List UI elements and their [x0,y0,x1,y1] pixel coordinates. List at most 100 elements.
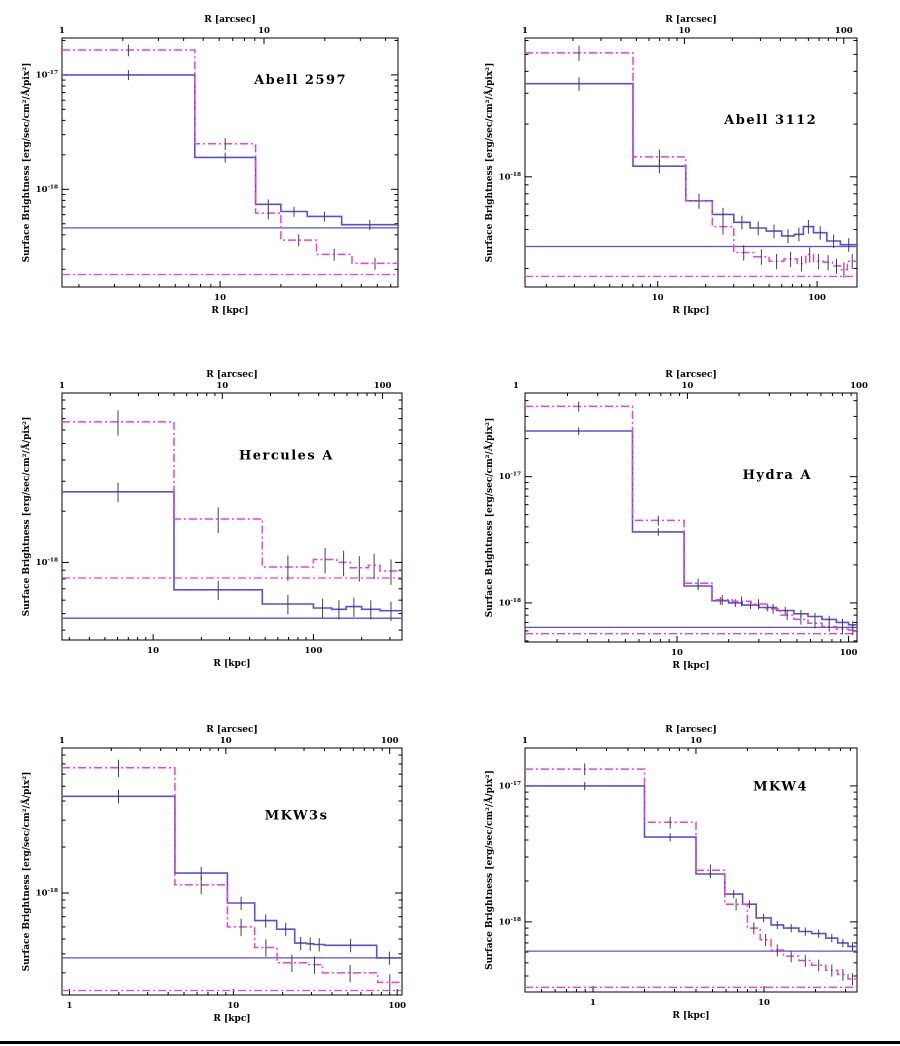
y-axis-ticks [525,400,857,642]
y-tick-label: 10-17 [499,472,521,483]
x-tick-label-arcsec: 1 [59,381,65,391]
x-tick-label-arcsec: 100 [374,381,392,391]
x-tick-label-kpc: 1 [590,998,596,1008]
x-tick-label-arcsec: 10 [678,26,690,36]
series-dashdot-magenta-profile [62,421,402,572]
y-tick-label: 10-17 [36,70,58,81]
y-axis-ticks [525,785,857,977]
x-tick-label-arcsec: 100 [835,26,853,36]
plot-frame [61,37,399,288]
x-axis-bottom-ticks [545,281,818,287]
x-axis-title-top: R [arcsec] [665,15,716,25]
x-axis-top-ticks [61,748,391,754]
x-tick-label-arcsec: 10 [690,736,702,746]
y-axis-title: Surface Brightness [erg/sec/cm²/Å/pix²] [483,63,495,263]
x-tick-label-kpc: 100 [388,1001,406,1011]
x-tick-label-kpc: 10 [214,293,226,303]
x-tick-label-arcsec: 1 [59,26,65,36]
x-tick-label-arcsec: 100 [381,736,399,746]
error-bars-blue [578,427,854,629]
x-axis-title-bottom: R [kpc] [672,661,709,671]
series-dashdot-magenta-profile [525,52,857,271]
x-axis-title-top: R [arcsec] [665,370,716,380]
axis-tick-labels: 1 10 1 10 10-17 10-18 [499,736,770,1008]
panel-title: Abell 2597 [253,73,347,88]
x-tick-label-arcsec: 1 [522,26,528,36]
error-bars-magenta [584,763,853,986]
y-axis-title: Surface Brightness [erg/sec/cm²/Å/pix²] [20,772,32,972]
x-axis-bottom-ticks [541,986,847,992]
x-axis-top-ticks [567,393,852,399]
error-bars-blue [117,482,392,621]
error-bars-magenta [578,401,854,636]
axis-tick-labels: 1 10 100 1 10 100 10-18 [36,736,406,1011]
y-tick-label: 10-18 [499,917,521,928]
x-tick-label-arcsec: 1 [59,736,65,746]
x-tick-label-kpc: 10 [671,648,683,658]
x-tick-label-kpc: 1 [67,1001,73,1011]
x-axis-title-top: R [arcsec] [204,15,255,25]
x-axis-title-bottom: R [kpc] [672,306,709,316]
axis-tick-labels: 10 100 1 10 100 10-18 [499,26,853,303]
x-tick-label-arcsec: 10 [681,381,693,391]
x-tick-label-kpc: 10 [652,293,664,303]
error-bars-blue [118,789,390,965]
series-solid-blue-profile [62,74,398,226]
x-axis-top-ticks [524,38,845,44]
page-bottom-rule [0,1041,900,1044]
x-tick-label-arcsec: 10 [220,736,232,746]
panel-hydra-a: 10 100 1 10 100 10-17 10-18 Hydra A R [arcsec] R … [483,370,868,671]
y-axis-title: Surface Brightness [erg/sec/cm²/Å/pix²] [483,770,495,970]
panel-title: Hydra A [743,468,812,483]
panel-abell-2597: 10 1 10 10-17 10-18 Abell 2597 R [arcsec] R [kp… [20,15,399,316]
x-axis-title-top: R [arcsec] [206,725,257,735]
series-solid-blue-profile [525,785,857,948]
error-bars-blue [584,781,853,951]
series-dashdot-magenta-profile [525,768,857,980]
y-axis-title: Surface Brightness [erg/sec/cm²/Å/pix²] [20,417,32,617]
x-tick-label-kpc: 100 [808,293,826,303]
x-axis-bottom-ticks [78,281,392,287]
x-axis-title-top: R [arcsec] [665,725,716,735]
series-dashdot-magenta-profile [525,405,857,631]
x-tick-label-kpc: 10 [227,1001,239,1011]
plot-frame [61,747,403,996]
x-tick-label-kpc: 10 [758,998,770,1008]
x-axis-top-ticks [61,38,387,44]
panel-title: Abell 3112 [723,113,817,128]
y-tick-label: 10-18 [36,557,58,568]
x-axis-title-bottom: R [kpc] [211,306,248,316]
error-bars-blue [127,70,371,230]
x-axis-top-ticks [61,393,384,399]
plot-frame [524,747,858,993]
panel-hercules-a: 10 100 1 10 100 10-18 Hercules A R [arcsec] R [k… [20,370,403,669]
panel-mkw3s: 1 10 100 1 10 100 10-18 MKW3s R [arcsec] R [kpc] S… [20,725,406,1024]
y-axis-ticks [525,39,857,269]
error-bars-blue [578,77,850,252]
x-axis-bottom-ticks [68,989,398,995]
y-tick-label: 10-18 [36,184,58,195]
x-axis-title-bottom: R [kpc] [213,659,250,669]
x-tick-label-arcsec: 1 [513,381,519,391]
x-tick-label-kpc: 100 [305,646,323,656]
x-axis-title-bottom: R [kpc] [672,1011,709,1021]
x-axis-top-ticks [524,748,851,754]
panel-title: Hercules A [239,449,334,464]
y-tick-label: 10-17 [499,781,521,792]
series-dashdot-magenta-profile [62,49,398,265]
x-tick-label-kpc: 10 [147,646,159,656]
y-axis-title: Surface Brightness [erg/sec/cm²/Å/pix²] [483,418,495,618]
axis-tick-labels: 10 100 1 10 100 10-18 [36,381,392,656]
axis-tick-labels: 10 1 10 10-17 10-18 [36,26,270,303]
panel-title: MKW4 [753,780,808,795]
series-solid-blue-profile [62,491,402,612]
error-bars-magenta [578,45,853,278]
x-axis-bottom-ticks [68,634,391,640]
error-bars-magenta [117,410,392,585]
x-tick-label-arcsec: 1 [522,736,528,746]
y-axis-title: Surface Brightness [erg/sec/cm²/Å/pix²] [20,63,32,263]
series-solid-blue-profile [62,795,402,959]
plot-frame [524,392,858,643]
x-tick-label-arcsec: 10 [258,26,270,36]
